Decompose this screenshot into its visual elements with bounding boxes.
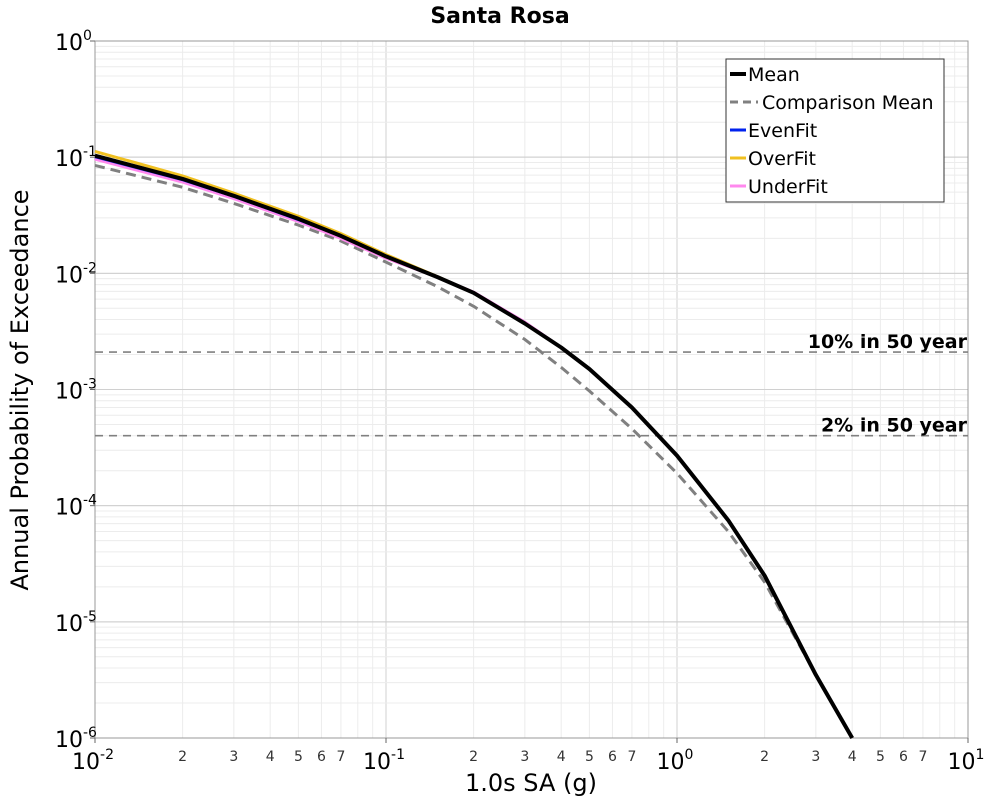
x-minor-tick-label: 3	[811, 749, 820, 765]
series-layer	[94, 149, 854, 739]
legend-label: EvenFit	[748, 120, 817, 142]
y-tick-label: 10-6	[55, 725, 97, 753]
x-tick-label: 100	[657, 747, 694, 775]
y-tick-label: 10-3	[55, 377, 97, 405]
x-minor-tick-label: 2	[469, 749, 478, 765]
x-minor-tick-label: 6	[608, 749, 617, 765]
x-minor-tick-label: 2	[760, 749, 769, 765]
reference-lines: 10% in 50 year 2% in 50 year	[95, 331, 968, 437]
x-minor-tick-label: 6	[899, 749, 908, 765]
x-axis-title: 1.0s SA (g)	[465, 769, 597, 797]
legend-label: Comparison Mean	[762, 92, 934, 114]
x-minor-tick-label: 7	[336, 749, 345, 765]
x-tick-label: 10-1	[363, 747, 405, 775]
x-minor-tick-label: 3	[520, 749, 529, 765]
x-minor-tick-label: 6	[317, 749, 326, 765]
x-minor-tick-label: 4	[557, 749, 566, 765]
reference-line-label: 2% in 50 year	[821, 415, 968, 437]
series-line-mean	[94, 153, 854, 739]
legend-label: OverFit	[748, 148, 816, 170]
legend-label: Mean	[748, 64, 800, 86]
x-minor-tick-label: 7	[918, 749, 927, 765]
legend-label: UnderFit	[748, 176, 828, 198]
legend-box	[725, 58, 945, 203]
x-minor-tick-label: 4	[848, 749, 857, 765]
y-tick-label: 10-2	[55, 260, 97, 288]
x-minor-tick-label: 5	[585, 749, 594, 765]
y-axis-title: Annual Probability of Exceedance	[6, 189, 34, 590]
x-minor-tick-label: 7	[627, 749, 636, 765]
reference-line-label: 10% in 50 year	[808, 331, 968, 353]
y-tick-label: 100	[55, 28, 92, 56]
series-line-comparison-mean	[94, 163, 854, 739]
y-tick-label: 10-1	[55, 144, 97, 172]
x-minor-tick-label: 5	[876, 749, 885, 765]
x-tick-label: 10-2	[72, 747, 114, 775]
x-minor-tick-label: 3	[229, 749, 238, 765]
y-tick-label: 10-4	[55, 493, 97, 521]
plot-grid	[94, 40, 969, 739]
x-tick-label: 101	[948, 747, 985, 775]
y-axis-ticks: 100 10-1 10-2 10-3 10-4 10-5 10-6	[55, 28, 97, 753]
x-minor-tick-label: 5	[294, 749, 303, 765]
legend: Mean Comparison Mean EvenFit OverFit UnderFi…	[725, 58, 945, 203]
y-tick-label: 10-5	[55, 609, 97, 637]
x-minor-tick-label: 2	[178, 749, 187, 765]
chart-title: Santa Rosa	[430, 4, 569, 29]
x-minor-tick-label: 4	[266, 749, 275, 765]
